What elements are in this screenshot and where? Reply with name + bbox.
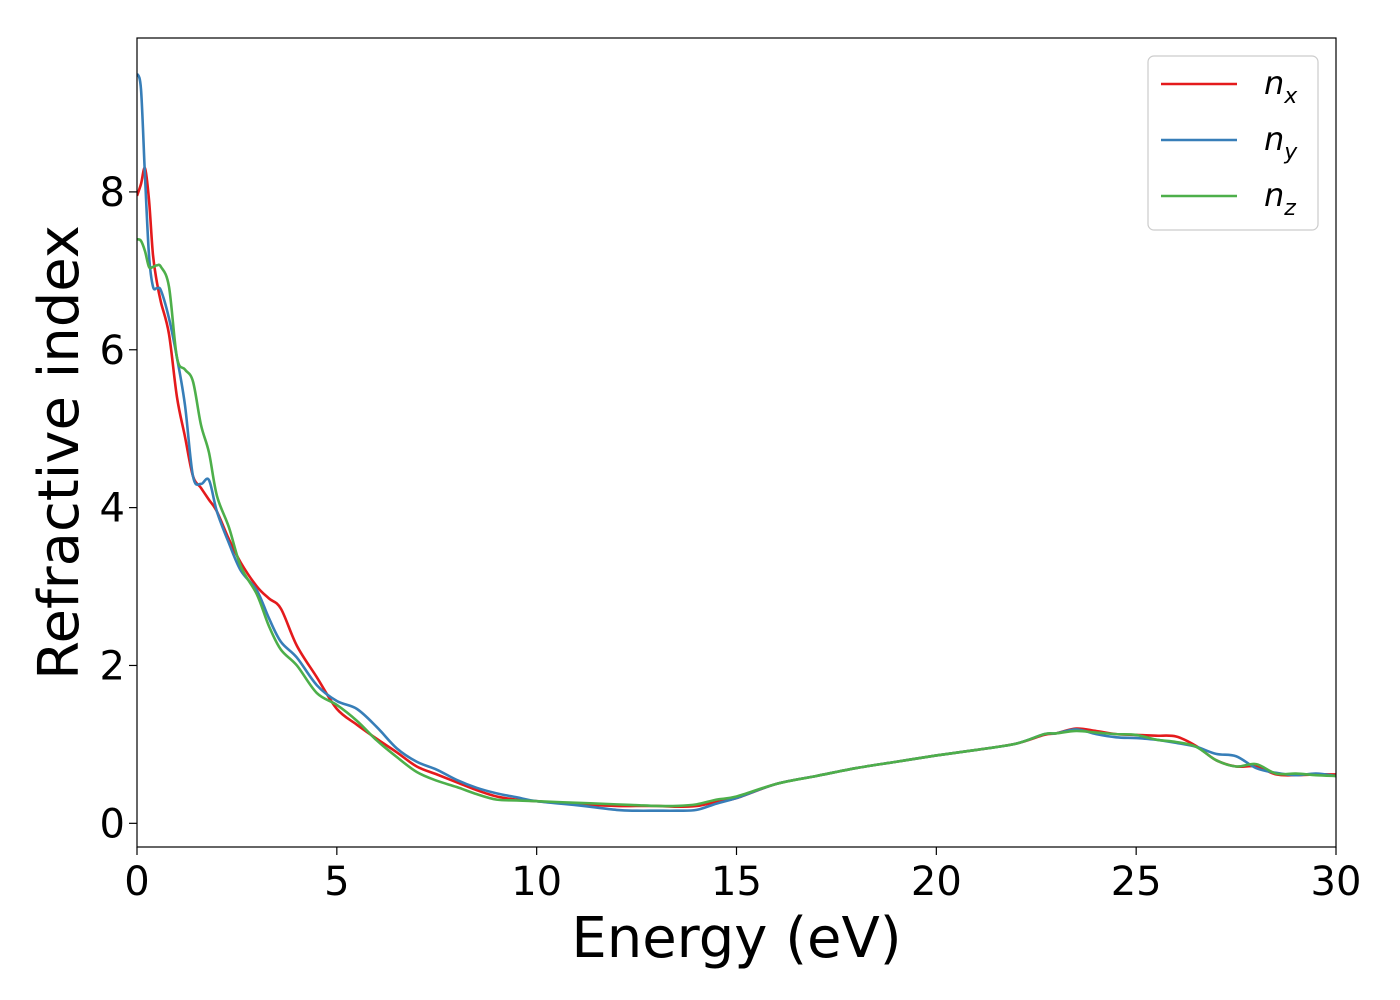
y-tick-label: 2 bbox=[100, 643, 125, 689]
x-axis-label: Energy (eV) bbox=[571, 906, 901, 971]
y-tick-label: 6 bbox=[100, 328, 125, 374]
y-axis-ticks: 0 2 4 6 8 bbox=[100, 170, 137, 847]
legend-label-n-y: ny bbox=[1264, 120, 1298, 165]
y-tick-label: 4 bbox=[100, 486, 125, 532]
series-line-n-x bbox=[137, 166, 1336, 809]
y-tick-label: 8 bbox=[100, 170, 125, 216]
x-tick-label: 15 bbox=[711, 859, 762, 905]
x-axis-ticks: 0 5 10 15 20 25 30 bbox=[124, 847, 1361, 905]
x-tick-label: 10 bbox=[511, 859, 562, 905]
x-tick-label: 30 bbox=[1311, 859, 1362, 905]
series-line-n-z bbox=[137, 237, 1336, 808]
x-tick-label: 5 bbox=[324, 859, 349, 905]
legend-label-n-z: nz bbox=[1264, 176, 1296, 221]
x-tick-label: 0 bbox=[124, 859, 149, 905]
series-layer bbox=[137, 73, 1336, 813]
x-tick-label: 20 bbox=[911, 859, 962, 905]
legend: nx ny nz bbox=[1147, 55, 1319, 231]
legend-label-n-x: nx bbox=[1264, 64, 1298, 109]
x-tick-label: 25 bbox=[1111, 859, 1162, 905]
legend-box bbox=[1147, 55, 1319, 231]
y-tick-label: 0 bbox=[100, 801, 125, 847]
y-axis-label: Refractive index bbox=[27, 225, 92, 680]
